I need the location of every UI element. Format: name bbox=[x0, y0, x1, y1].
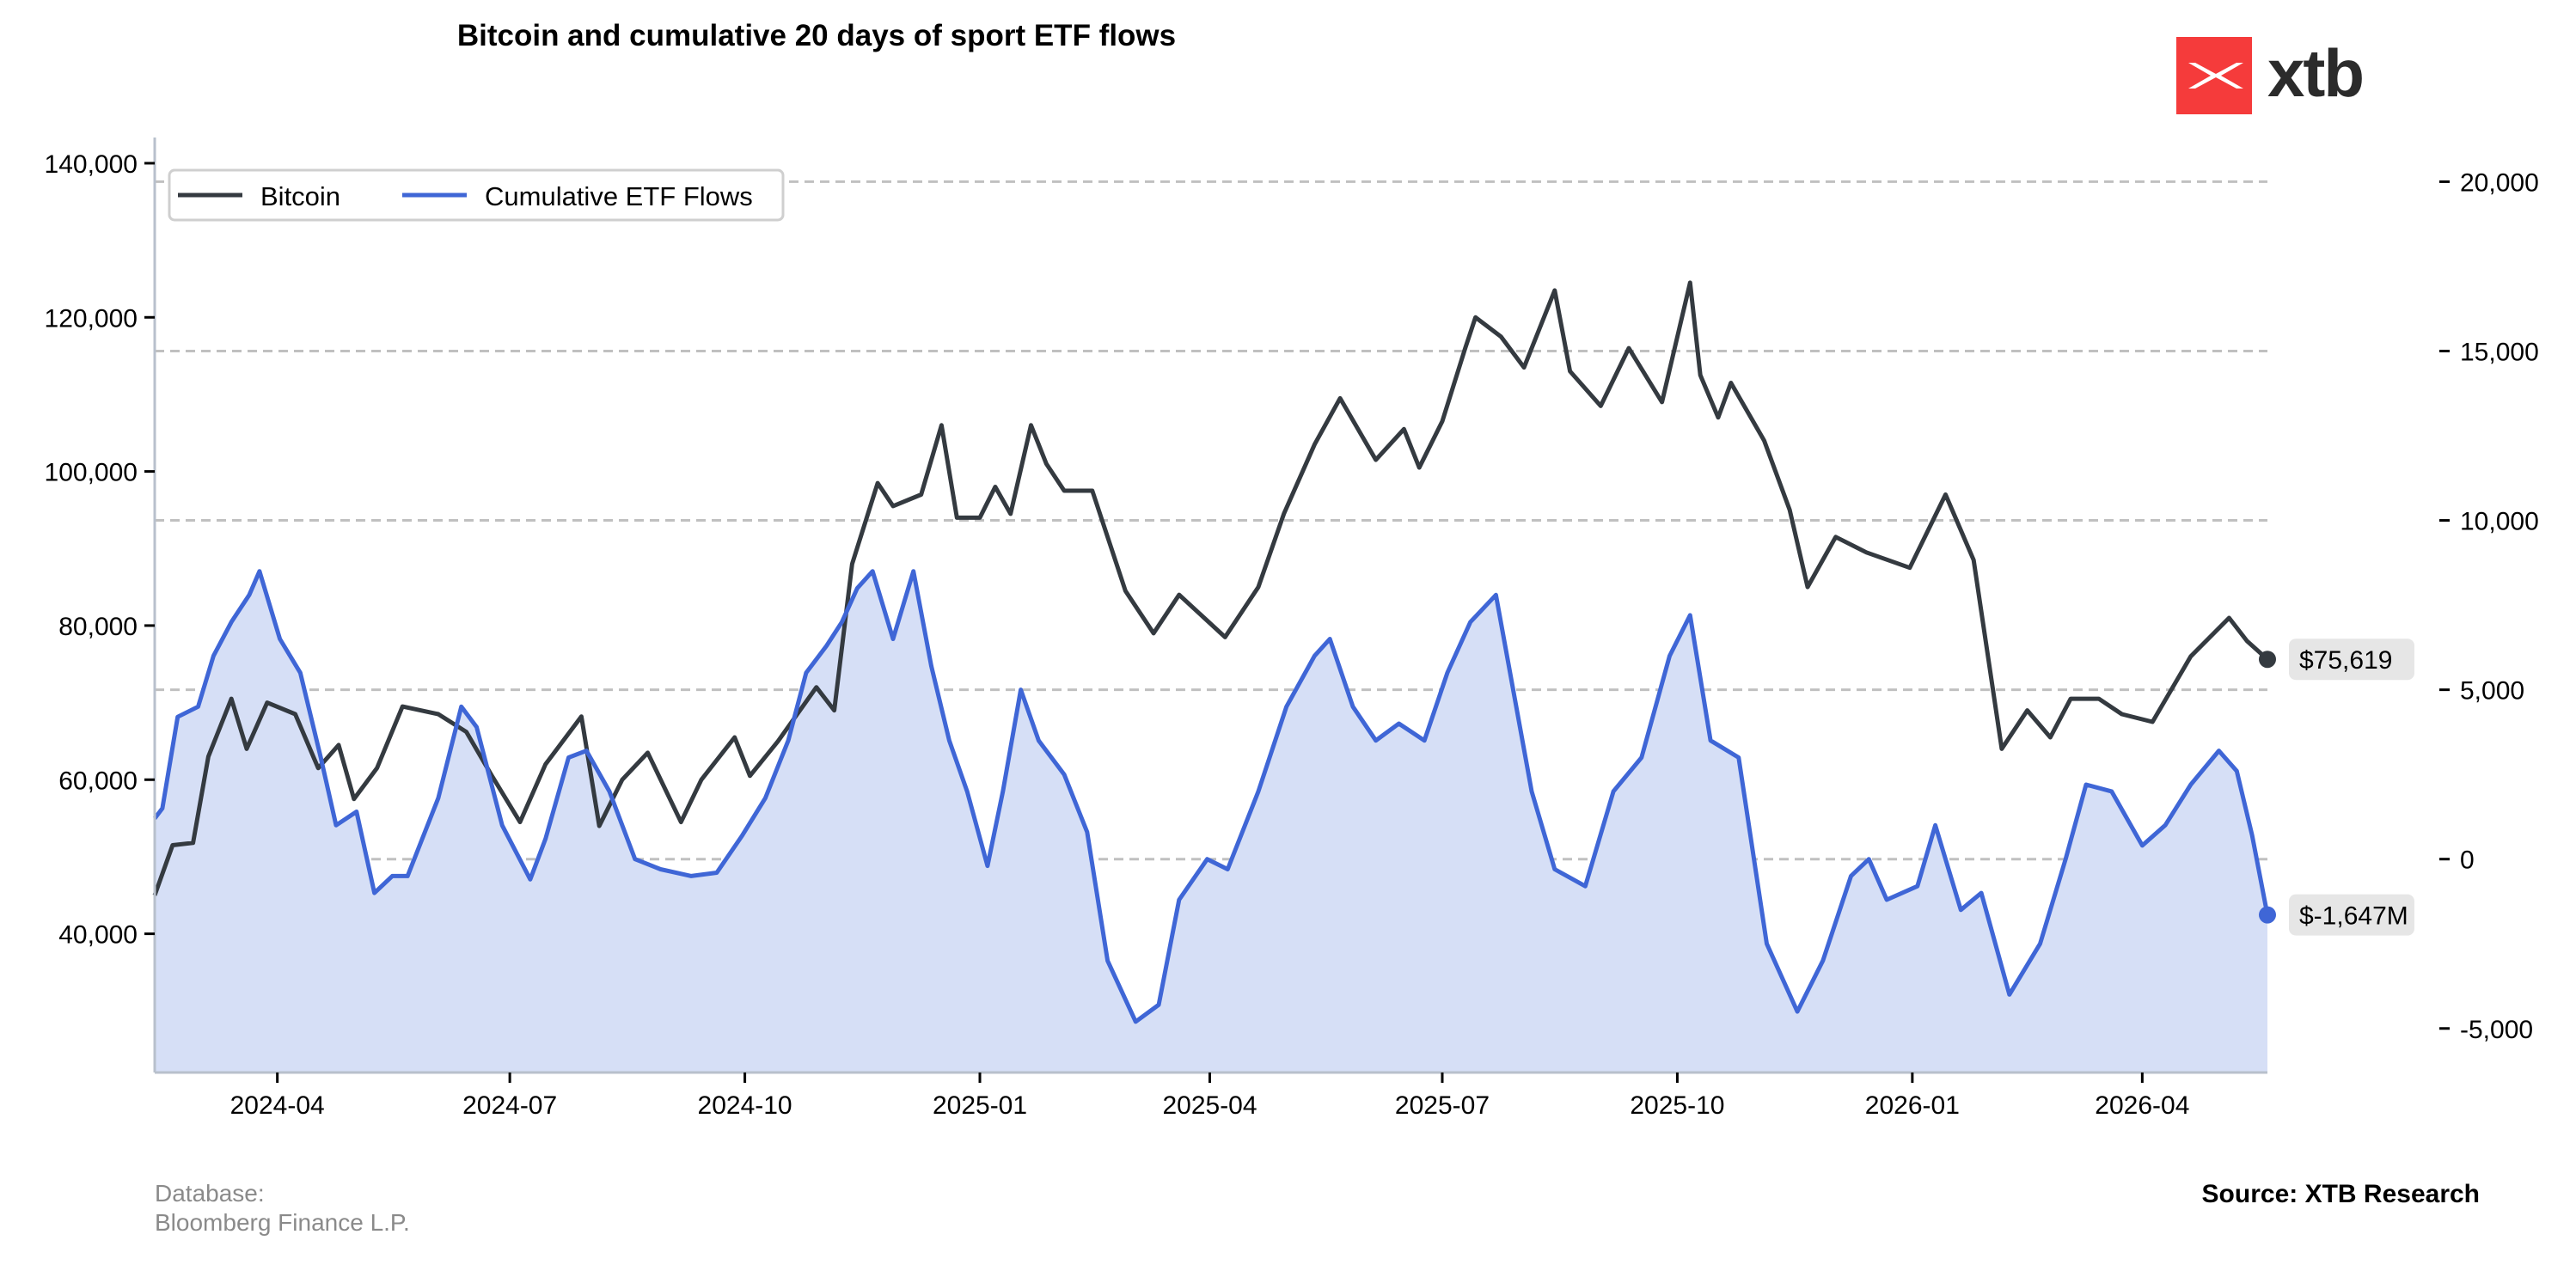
y-right-tick-label: 5,000 bbox=[2460, 677, 2524, 706]
etf-flows-end-label-box bbox=[2289, 894, 2414, 936]
x-tick-label: 2024-04 bbox=[230, 1091, 325, 1120]
bitcoin-line bbox=[152, 280, 2269, 896]
axes: 40,000 60,000 80,000 100,000 120,000 140,000 -… bbox=[45, 138, 2539, 1120]
xtb-logo-icon bbox=[2176, 37, 2252, 114]
y-right-tick-label: 15,000 bbox=[2460, 338, 2539, 366]
etf-flows-end-dot bbox=[2259, 906, 2276, 924]
legend: Bitcoin Cumulative ETF Flows bbox=[168, 168, 785, 222]
legend-box bbox=[168, 168, 785, 222]
x-tick-label: 2026-04 bbox=[2095, 1091, 2189, 1120]
y-left-tick-label: 100,000 bbox=[45, 459, 138, 487]
x-tick-label: 2025-04 bbox=[1162, 1091, 1257, 1120]
y-left-tick-label: 140,000 bbox=[45, 150, 138, 179]
legend-etf-label: Cumulative ETF Flows bbox=[485, 181, 753, 211]
x-tick-label: 2026-01 bbox=[1865, 1091, 1960, 1120]
database-value: Bloomberg Finance L.P. bbox=[155, 1209, 410, 1236]
y-right-tick-label: 10,000 bbox=[2460, 508, 2539, 536]
x-tick-label: 2025-01 bbox=[933, 1091, 1027, 1120]
xtb-logo: xtb bbox=[2176, 37, 2374, 116]
etf-flows-line bbox=[153, 569, 2270, 1024]
database-label: Database: bbox=[155, 1180, 265, 1207]
x-tick-label: 2025-10 bbox=[1630, 1091, 1724, 1120]
etf-flows-end-label: $-1,647M bbox=[2299, 902, 2408, 931]
bitcoin-end-label-box bbox=[2289, 639, 2414, 681]
x-tick-label: 2024-07 bbox=[462, 1091, 557, 1120]
chart-title: Bitcoin and cumulative 20 days of sport … bbox=[456, 19, 1177, 52]
x-tick-label: 2025-07 bbox=[1395, 1091, 1490, 1120]
y-right-tick-label: 0 bbox=[2460, 846, 2475, 875]
bitcoin-end-dot bbox=[2259, 651, 2276, 669]
source-note: Source: XTB Research bbox=[2201, 1180, 2480, 1208]
legend-bitcoin-label: Bitcoin bbox=[260, 181, 340, 211]
xtb-logo-text: xtb bbox=[2267, 35, 2365, 111]
database-note: Database: Bloomberg Finance L.P. bbox=[155, 1179, 410, 1238]
y-right-tick-label: -5,000 bbox=[2460, 1016, 2533, 1044]
y-left-tick-label: 40,000 bbox=[58, 921, 138, 950]
y-left-tick-label: 60,000 bbox=[58, 767, 138, 795]
y-left-tick-label: 80,000 bbox=[58, 613, 138, 641]
etf-flows-area bbox=[155, 571, 2267, 1072]
end-markers: $75,619 $-1,647M bbox=[2259, 639, 2414, 936]
y-left-tick-label: 120,000 bbox=[45, 304, 138, 333]
y-right-tick-label: 20,000 bbox=[2460, 168, 2539, 197]
x-tick-label: 2024-10 bbox=[698, 1091, 792, 1120]
bitcoin-end-label: $75,619 bbox=[2299, 646, 2392, 675]
